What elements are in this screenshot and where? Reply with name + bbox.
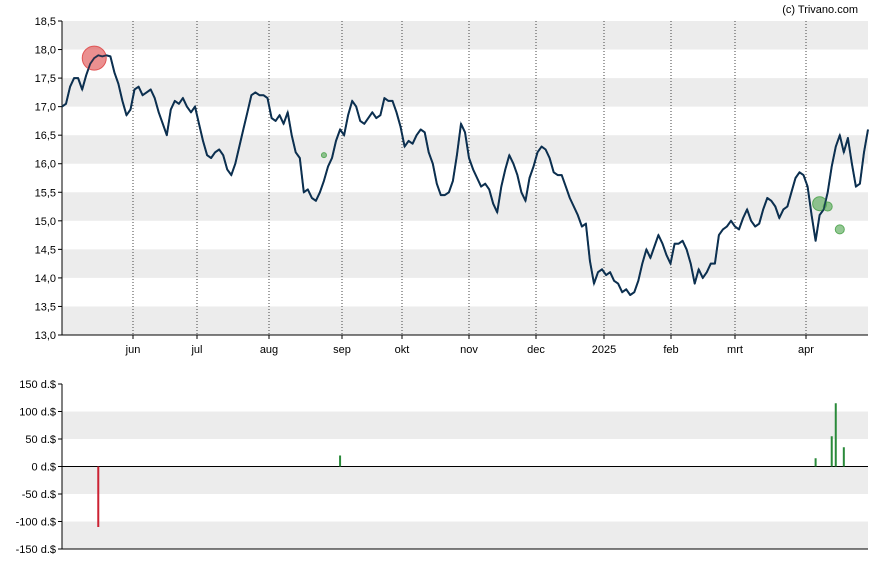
month-label: feb <box>663 344 678 356</box>
volume-tick-label: -150 d.$ <box>16 544 56 556</box>
volume-tick-label: 150 d.$ <box>19 379 56 391</box>
month-label: aug <box>260 344 278 356</box>
buy-marker <box>320 152 327 159</box>
volume-bar <box>339 455 342 467</box>
month-label: dec <box>527 344 545 356</box>
month-label: jul <box>190 344 202 356</box>
price-tick-label: 17,0 <box>35 102 56 114</box>
volume-bar <box>97 466 100 527</box>
volume-tick-label: -100 d.$ <box>16 517 56 529</box>
volume-bar <box>834 403 837 467</box>
price-tick-label: 16,5 <box>35 130 56 142</box>
volume-bar <box>842 447 845 467</box>
volume-band <box>62 466 868 494</box>
price-tick-label: 15,5 <box>35 187 56 199</box>
volume-tick-label: 50 d.$ <box>25 434 56 446</box>
price-band <box>62 249 868 278</box>
month-label: jun <box>125 344 141 356</box>
month-label: sep <box>333 344 351 356</box>
price-tick-label: 13,5 <box>35 301 56 313</box>
price-line-overlay <box>61 54 869 297</box>
price-band <box>62 135 868 164</box>
buy-marker <box>834 224 845 235</box>
month-label: okt <box>395 344 410 356</box>
volume-tick-label: -50 d.$ <box>22 489 56 501</box>
month-label: 2025 <box>592 344 616 356</box>
month-label: mrt <box>727 344 743 356</box>
price-band <box>62 78 868 107</box>
price-tick-label: 14,0 <box>35 273 56 285</box>
volume-bar <box>830 436 833 467</box>
price-band <box>62 21 868 50</box>
price-band <box>62 306 868 335</box>
month-label: apr <box>798 344 814 356</box>
price-tick-label: 14,5 <box>35 244 56 256</box>
credit-text: (c) Trivano.com <box>782 4 858 16</box>
price-tick-label: 18,0 <box>35 45 56 57</box>
price-tick-label: 16,0 <box>35 159 56 171</box>
price-band <box>62 192 868 221</box>
month-label: nov <box>460 344 478 356</box>
volume-tick-label: 100 d.$ <box>19 407 56 419</box>
volume-band <box>62 411 868 439</box>
volume-band <box>62 521 868 549</box>
volume-bar <box>814 458 817 467</box>
volume-tick-label: 0 d.$ <box>32 462 56 474</box>
price-tick-label: 17,5 <box>35 73 56 85</box>
price-tick-label: 18,5 <box>35 16 56 28</box>
price-tick-label: 15,0 <box>35 216 56 228</box>
price-tick-label: 13,0 <box>35 330 56 342</box>
